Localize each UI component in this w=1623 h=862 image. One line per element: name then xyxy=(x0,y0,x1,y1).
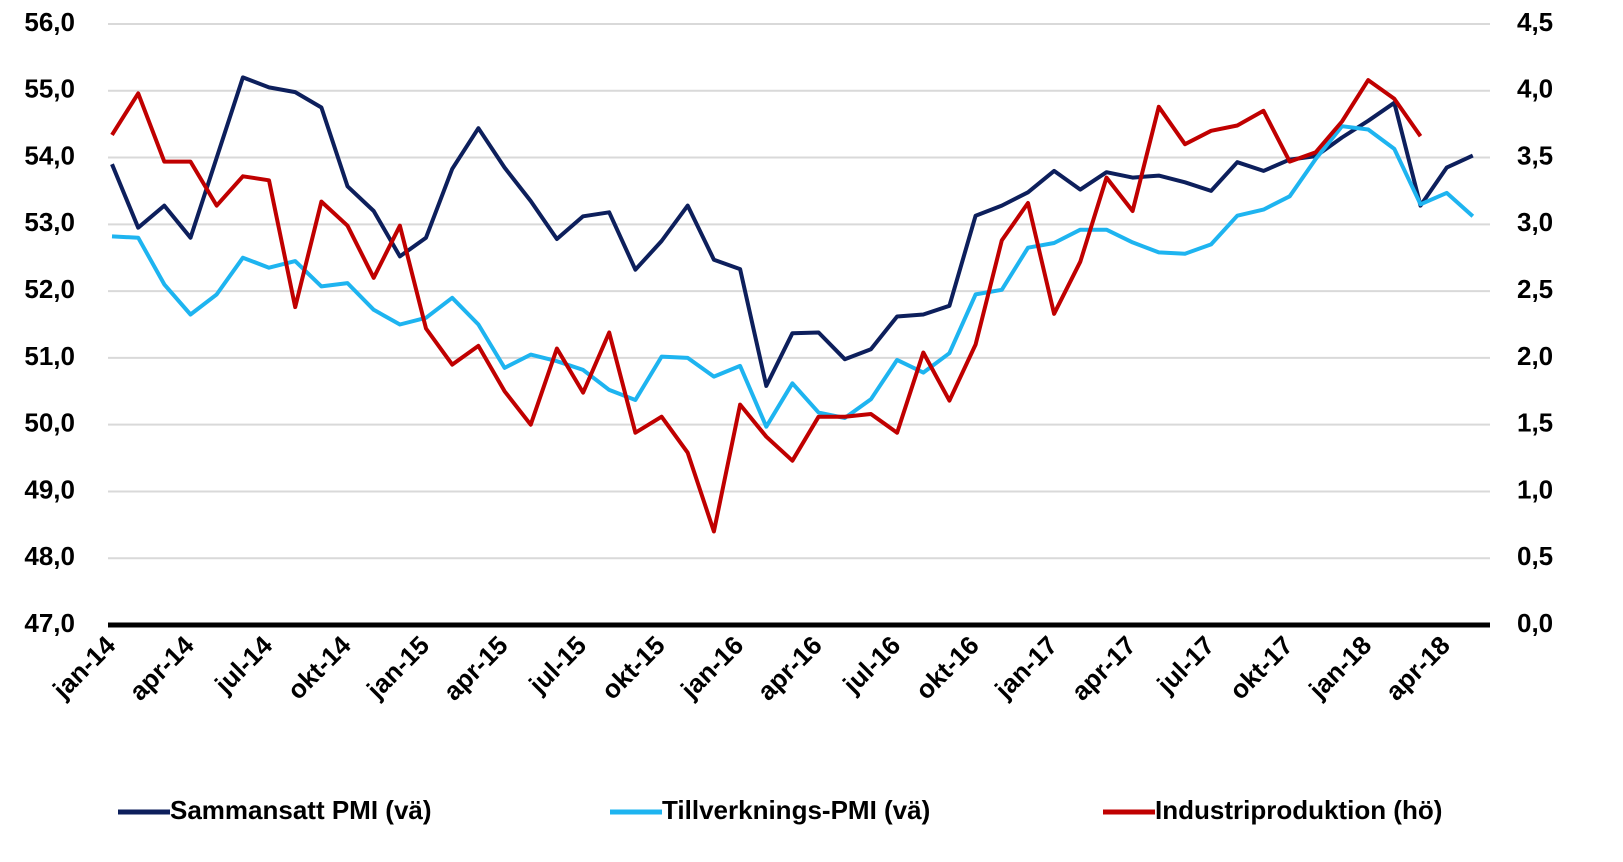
x-tick-label: jul-16 xyxy=(836,630,906,700)
x-tick-label: apr-16 xyxy=(751,630,827,706)
y-tick-label: 49,0 xyxy=(24,474,75,504)
y-tick-label: 54,0 xyxy=(24,140,75,170)
x-tick-label: apr-18 xyxy=(1379,630,1455,706)
series-line xyxy=(110,78,1423,534)
x-tick-label: jan-14 xyxy=(46,630,121,705)
series-line xyxy=(111,124,1475,429)
x-tick-label: okt-17 xyxy=(1223,630,1298,705)
x-tick-label: jul-15 xyxy=(522,630,592,700)
x-tick-label: okt-15 xyxy=(595,630,670,705)
y-tick-label: 50,0 xyxy=(24,408,75,438)
y-tick-label: 51,0 xyxy=(24,341,75,371)
series-line xyxy=(110,75,1474,388)
x-tick-label: jan-16 xyxy=(674,630,749,705)
y-tick-label: 56,0 xyxy=(24,7,75,37)
legend-label: Industriproduktion (hö) xyxy=(1155,795,1442,825)
x-tick-label: jul-14 xyxy=(208,630,278,700)
y2-tick-label: 4,0 xyxy=(1517,74,1553,104)
x-tick-label: okt-16 xyxy=(909,630,984,705)
y2-tick-label: 2,5 xyxy=(1517,274,1553,304)
y2-tick-label: 3,5 xyxy=(1517,140,1553,170)
x-tick-label: apr-15 xyxy=(437,630,513,706)
x-tick-label: jan-15 xyxy=(360,630,435,705)
y2-tick-label: 0,5 xyxy=(1517,541,1553,571)
y2-tick-label: 0,0 xyxy=(1517,608,1553,638)
y-tick-label: 55,0 xyxy=(24,74,75,104)
legend-label: Tillverknings-PMI (vä) xyxy=(662,795,930,825)
y2-tick-label: 2,0 xyxy=(1517,341,1553,371)
y-tick-label: 52,0 xyxy=(24,274,75,304)
x-tick-label: jan-17 xyxy=(988,630,1063,705)
y2-tick-label: 1,5 xyxy=(1517,408,1553,438)
y2-tick-label: 4,5 xyxy=(1517,7,1553,37)
x-tick-label: okt-14 xyxy=(281,630,357,706)
x-tick-label: apr-14 xyxy=(123,630,200,707)
y-tick-label: 53,0 xyxy=(24,207,75,237)
legend-label: Sammansatt PMI (vä) xyxy=(170,795,432,825)
x-tick-label: jul-17 xyxy=(1150,630,1220,700)
x-tick-label: apr-17 xyxy=(1065,630,1141,706)
y2-tick-label: 3,0 xyxy=(1517,207,1553,237)
y2-tick-label: 1,0 xyxy=(1517,474,1553,504)
y-tick-label: 48,0 xyxy=(24,541,75,571)
y-tick-label: 47,0 xyxy=(24,608,75,638)
x-tick-label: jan-18 xyxy=(1302,630,1377,705)
